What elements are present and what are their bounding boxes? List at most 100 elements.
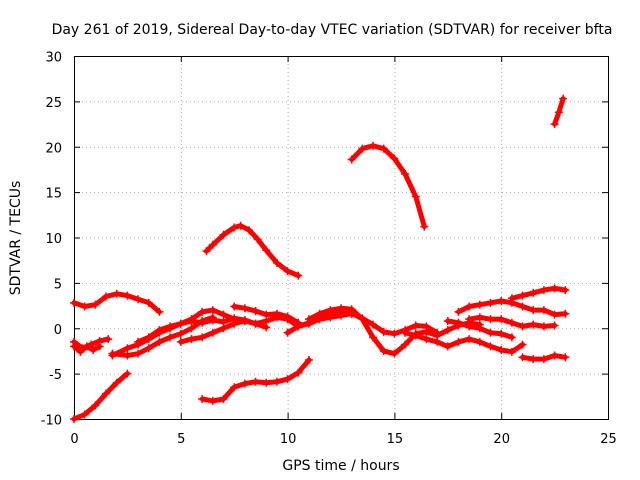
data-point (326, 313, 335, 322)
data-point (420, 222, 429, 231)
series-arc-10 (202, 221, 303, 280)
axis-ticks: 0 5 10 15 20 25 -10 -5 0 5 10 15 20 25 30 (41, 51, 617, 448)
data-point (198, 333, 207, 342)
data-point (187, 324, 196, 333)
data-point (283, 267, 292, 276)
data-point (475, 313, 484, 322)
data-point (262, 246, 271, 255)
y-tick-label: 5 (54, 277, 62, 292)
data-point (155, 307, 164, 316)
series-line (509, 285, 568, 301)
data-point (294, 271, 303, 280)
series-line (349, 143, 427, 230)
data-point (550, 310, 559, 319)
data-point (390, 154, 399, 163)
data-point (539, 306, 548, 315)
data-point (230, 302, 239, 311)
y-tick-label: 10 (45, 232, 62, 247)
data-point (70, 342, 78, 351)
data-point (240, 316, 249, 325)
data-point (443, 326, 452, 335)
series-arc-5 (108, 313, 217, 360)
data-point (554, 108, 563, 117)
series-arc-21 (550, 94, 568, 129)
data-point (529, 320, 538, 329)
data-point (176, 337, 185, 346)
data-point (166, 322, 175, 331)
data-point (102, 292, 111, 301)
data-point (134, 295, 143, 304)
x-tick-label: 15 (387, 432, 404, 447)
data-point (251, 377, 260, 386)
y-tick-label: -10 (41, 414, 62, 429)
data-point (497, 315, 506, 324)
data-point (507, 333, 516, 342)
x-tick-label: 25 (600, 432, 617, 447)
series-arc-17 (454, 297, 570, 319)
data-point (95, 342, 104, 351)
data-point (337, 304, 345, 313)
data-point (422, 327, 431, 336)
data-point (497, 297, 506, 306)
data-point (486, 328, 495, 337)
y-axis-label: SDTVAR / TECUs (8, 181, 24, 296)
series-arc-14 (347, 141, 429, 231)
data-point (272, 258, 281, 267)
data-point (187, 335, 196, 344)
data-point (198, 395, 207, 404)
data-point (240, 379, 249, 388)
data-point (539, 355, 548, 364)
data-point (112, 289, 121, 298)
data-series (70, 94, 570, 423)
y-tick-label: 25 (45, 96, 62, 111)
data-point (134, 337, 143, 346)
data-point (529, 288, 538, 297)
series-line (203, 223, 301, 279)
y-tick-label: -5 (49, 368, 62, 383)
data-point (379, 144, 388, 153)
data-point (202, 247, 211, 256)
data-point (123, 344, 132, 353)
data-point (251, 307, 260, 316)
series-arc-11 (198, 356, 313, 405)
data-point (475, 300, 484, 309)
data-point (208, 316, 217, 325)
data-point (561, 286, 570, 295)
y-tick-label: 20 (45, 141, 62, 156)
x-tick-label: 5 (177, 432, 185, 447)
data-point (144, 344, 153, 353)
data-point (401, 340, 410, 349)
series-arc-1 (70, 289, 164, 316)
data-point (294, 322, 303, 331)
data-point (433, 337, 442, 346)
data-point (401, 169, 410, 178)
data-point (104, 335, 113, 344)
plot-frame (74, 56, 609, 420)
data-point (550, 284, 559, 293)
series-arc-15 (401, 328, 527, 356)
series-arc-18 (465, 313, 559, 331)
data-point (401, 328, 410, 337)
data-point (326, 306, 335, 315)
data-point (219, 324, 228, 333)
data-point (123, 369, 132, 378)
data-point (112, 378, 121, 387)
data-point (518, 340, 527, 349)
data-point (230, 383, 239, 392)
data-point (454, 337, 463, 346)
data-point (198, 307, 207, 316)
data-point (272, 309, 281, 318)
data-point (82, 342, 91, 351)
series-arc-20 (518, 351, 570, 364)
data-point (369, 141, 378, 150)
data-point (539, 322, 548, 331)
data-point (262, 310, 271, 319)
series-line (109, 314, 216, 358)
data-point (70, 298, 78, 307)
data-point (80, 410, 89, 419)
data-point (176, 329, 185, 338)
data-point (91, 401, 100, 410)
data-point (561, 309, 570, 318)
data-point (475, 337, 484, 346)
series-arc-13 (304, 304, 484, 358)
